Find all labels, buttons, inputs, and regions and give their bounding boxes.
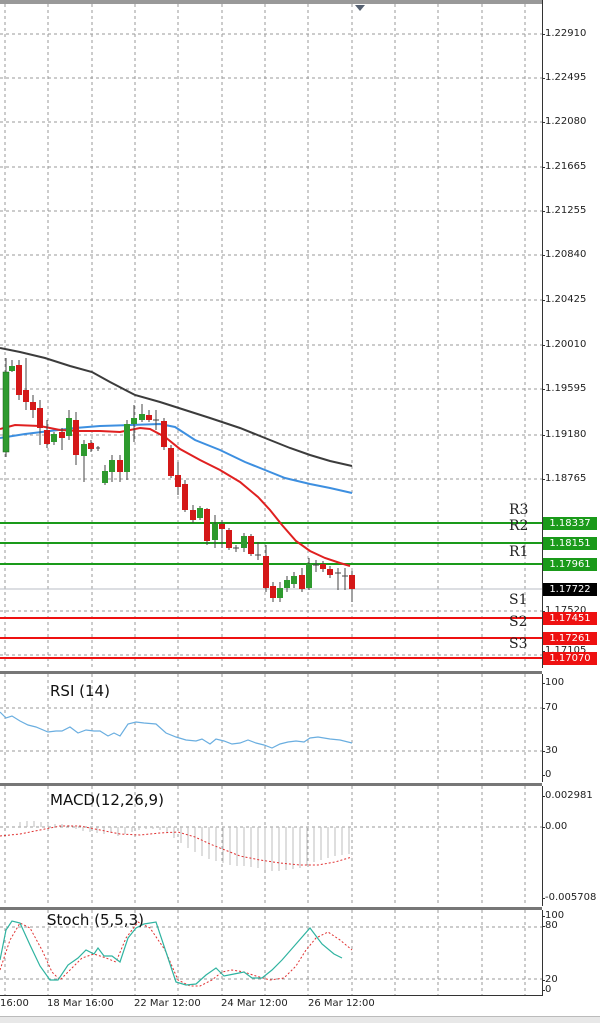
price-tick-partial: 1.17520 [541, 605, 587, 616]
resistance-lines [0, 522, 542, 565]
r2-price-badge: 1.18151 [543, 537, 597, 550]
r3-label: R3 [509, 502, 529, 518]
price-tick: 1.22910 [541, 28, 587, 39]
price-tick: 1.21665 [541, 161, 587, 172]
s1-price-badge: 1.17451 [543, 612, 597, 625]
time-label: 26 Mar 12:00 [308, 998, 375, 1009]
price-axis[interactable]: 1.22910 1.22495 1.22080 1.21665 1.21255 … [541, 0, 600, 668]
rsi-title: RSI (14) [50, 682, 110, 700]
price-tick: 1.20010 [541, 339, 587, 350]
price-tick-partial: 1.17105 [541, 645, 587, 656]
price-tick: 1.18765 [541, 473, 587, 484]
price-tick: 1.19180 [541, 429, 587, 440]
grid-horizontal [0, 33, 542, 656]
pane-separator[interactable] [0, 671, 542, 674]
stoch-k-line [0, 920, 343, 986]
time-label: 16:00 [0, 998, 29, 1009]
s3-price-badge: 1.17070 [543, 652, 597, 665]
time-label: 24 Mar 12:00 [221, 998, 288, 1009]
price-tick: 1.21255 [541, 205, 587, 216]
ma-slow-line [0, 347, 353, 467]
price-chart-pane[interactable]: R3 R2 R1 S1 S2 S3 [0, 0, 543, 668]
stoch-tick: 100 [541, 910, 565, 921]
macd-pane[interactable]: MACD(12,26,9) [0, 786, 543, 906]
chart-shift-marker-icon[interactable] [355, 5, 365, 11]
stoch-tick: 80 [542, 920, 558, 931]
rsi-axis: 100 70 30 0 [541, 674, 600, 782]
rsi-pane[interactable]: RSI (14) [0, 674, 543, 782]
ma-fast-line [0, 423, 351, 567]
grid-vertical [4, 4, 526, 668]
price-tick: 1.22495 [541, 72, 587, 83]
s2-label: S2 [509, 614, 528, 630]
macd-axis: 0.002981 0.00 -0.005708 [541, 786, 600, 906]
rsi-tick: 70 [542, 702, 558, 713]
candlesticks [2, 358, 355, 602]
r1-price-badge: 1.17961 [543, 558, 597, 571]
support-lines [0, 617, 542, 659]
time-label: 22 Mar 12:00 [134, 998, 201, 1009]
rsi-canvas [0, 674, 542, 782]
stoch-d-line [0, 921, 353, 987]
macd-tick: 0.002981 [542, 790, 593, 801]
macd-canvas [0, 786, 542, 906]
r2-label: R2 [509, 518, 529, 534]
price-tick: 1.22080 [541, 116, 587, 127]
rsi-line [0, 711, 353, 749]
stoch-canvas [0, 910, 542, 995]
price-tick: 1.20840 [541, 249, 587, 260]
macd-histogram [19, 821, 350, 871]
stoch-title: Stoch (5,5,3) [47, 911, 144, 929]
stoch-tick: 20 [542, 974, 558, 985]
macd-tick: 0.00 [541, 821, 568, 832]
stoch-pane[interactable]: Stoch (5,5,3) [0, 910, 543, 996]
s3-label: S3 [509, 636, 528, 652]
stoch-axis: 100 80 20 0 [541, 910, 600, 995]
macd-signal-line [0, 825, 353, 866]
bottom-bar [0, 1016, 600, 1023]
rsi-tick: 30 [542, 745, 558, 756]
price-tick: 1.19595 [541, 383, 587, 394]
macd-title: MACD(12,26,9) [50, 791, 164, 809]
r3-price-badge: 1.18337 [543, 517, 597, 530]
current-price-badge: 1.17722 [543, 583, 597, 596]
rsi-tick: 100 [541, 677, 565, 688]
time-label: 18 Mar 16:00 [47, 998, 114, 1009]
pane-separator[interactable] [0, 783, 542, 786]
r1-label: R1 [509, 544, 529, 560]
price-tick: 1.20425 [541, 294, 587, 305]
price-chart-canvas [0, 0, 542, 668]
rsi-tick: 0 [541, 769, 552, 780]
macd-tick: -0.005708 [541, 892, 597, 903]
pane-separator[interactable] [0, 907, 542, 910]
s2-price-badge: 1.17261 [543, 632, 597, 645]
stoch-tick: 0 [541, 984, 552, 995]
s1-label: S1 [509, 592, 528, 608]
